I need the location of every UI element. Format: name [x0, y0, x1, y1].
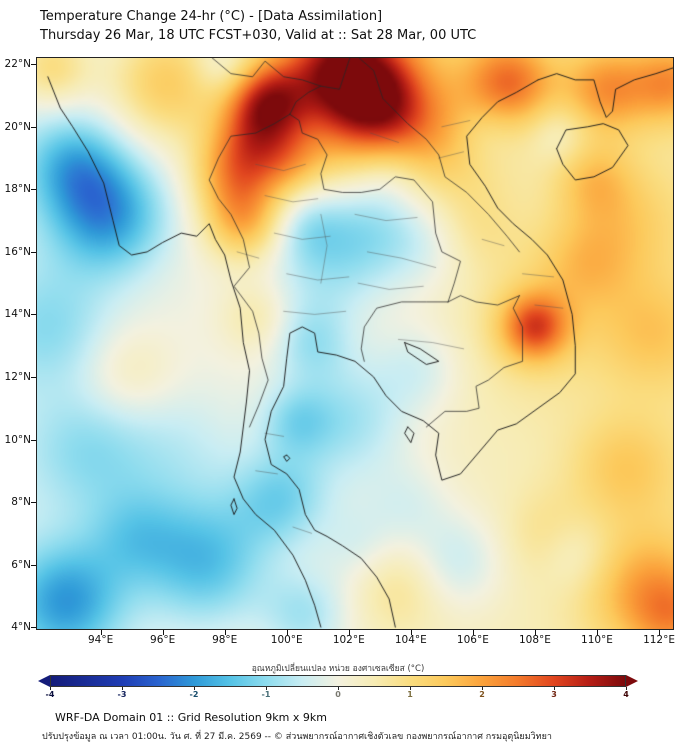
lat-tick-label: 12°N	[4, 370, 31, 383]
lon-tick-label: 102°E	[332, 634, 365, 646]
lon-tick-mark	[224, 630, 226, 635]
colorbar-tick-mark	[122, 687, 123, 690]
colorbar-tick-label: -3	[117, 690, 127, 699]
lon-tick-mark	[534, 630, 536, 635]
lat-tick-mark	[31, 502, 36, 504]
lat-tick-label: 20°N	[4, 120, 31, 133]
lon-tick-label: 110°E	[581, 634, 613, 646]
lat-tick-mark	[31, 64, 36, 66]
lon-tick-label: 112°E	[643, 634, 675, 646]
map-title: Temperature Change 24-hr (°C) - [Data As…	[40, 9, 383, 24]
map-subtitle: Thursday 26 Mar, 18 UTC FCST+030, Valid …	[40, 28, 477, 43]
lon-tick-mark	[659, 630, 661, 635]
colorbar-tick-label: 0	[335, 690, 341, 699]
lon-tick-label: 104°E	[394, 634, 427, 646]
lat-tick-mark	[31, 189, 36, 191]
colorbar-tick-label: -4	[45, 690, 55, 699]
colorbar-tick-label: 3	[551, 690, 557, 699]
colorbar-tick-label: 4	[623, 690, 629, 699]
lat-tick-label: 6°N	[11, 558, 31, 571]
colorbar-tick-label: 2	[479, 690, 485, 699]
lat-tick-label: 4°N	[11, 621, 31, 634]
lon-tick-label: 98°E	[212, 634, 238, 646]
lat-tick-mark	[31, 126, 36, 128]
lat-tick-label: 10°N	[4, 433, 31, 446]
colorbar: -4 -3 -2 -1 0 1 2 3 4	[38, 675, 638, 701]
lat-tick-label: 16°N	[4, 245, 31, 258]
footer-update-info: ปรับปรุงข้อมูล ณ เวลา 01:00น. วัน ศ. ที่…	[42, 732, 552, 742]
colorbar-tick-label: -2	[189, 690, 199, 699]
colorbar-tick-label: 1	[407, 690, 413, 699]
lat-tick-mark	[31, 564, 36, 566]
map-canvas	[37, 58, 673, 629]
colorbar-left-arrow-icon	[38, 675, 50, 687]
lon-tick-mark	[596, 630, 598, 635]
lon-tick-label: 100°E	[270, 634, 303, 646]
colorbar-tick-mark	[482, 687, 483, 690]
colorbar-tick-mark	[266, 687, 267, 690]
lon-tick-mark	[100, 630, 102, 635]
map-plot-area	[36, 57, 674, 630]
footer-domain-info: WRF-DA Domain 01 :: Grid Resolution 9km …	[55, 711, 327, 724]
colorbar-tick-mark	[338, 687, 339, 690]
lon-tick-mark	[472, 630, 474, 635]
colorbar-label: อุณหภูมิเปลี่ยนแปลง หน่วย องศาเซลเซียส (…	[251, 664, 425, 674]
colorbar-gradient	[50, 675, 626, 687]
lon-tick-mark	[348, 630, 350, 635]
lat-tick-label: 8°N	[11, 496, 31, 509]
lat-tick-mark	[31, 314, 36, 316]
lon-tick-mark	[286, 630, 288, 635]
lat-tick-mark	[31, 439, 36, 441]
colorbar-tick-mark	[194, 687, 195, 690]
lat-tick-mark	[31, 376, 36, 378]
lat-tick-label: 22°N	[4, 58, 31, 71]
lon-tick-label: 94°E	[87, 634, 114, 646]
lat-tick-mark	[31, 251, 36, 253]
lon-tick-label: 108°E	[518, 634, 551, 646]
lon-tick-mark	[410, 630, 412, 635]
lat-tick-label: 18°N	[4, 183, 31, 196]
colorbar-right-arrow-icon	[626, 675, 638, 687]
colorbar-tick-mark	[554, 687, 555, 690]
colorbar-tick-mark	[626, 687, 627, 690]
colorbar-tick-mark	[50, 687, 51, 690]
lat-tick-label: 14°N	[4, 308, 31, 321]
colorbar-tick-label: -1	[261, 690, 271, 699]
lon-tick-label: 96°E	[150, 634, 176, 646]
colorbar-tick-mark	[410, 687, 411, 690]
lon-tick-mark	[162, 630, 164, 635]
lat-tick-mark	[31, 627, 36, 629]
lon-tick-label: 106°E	[456, 634, 489, 646]
